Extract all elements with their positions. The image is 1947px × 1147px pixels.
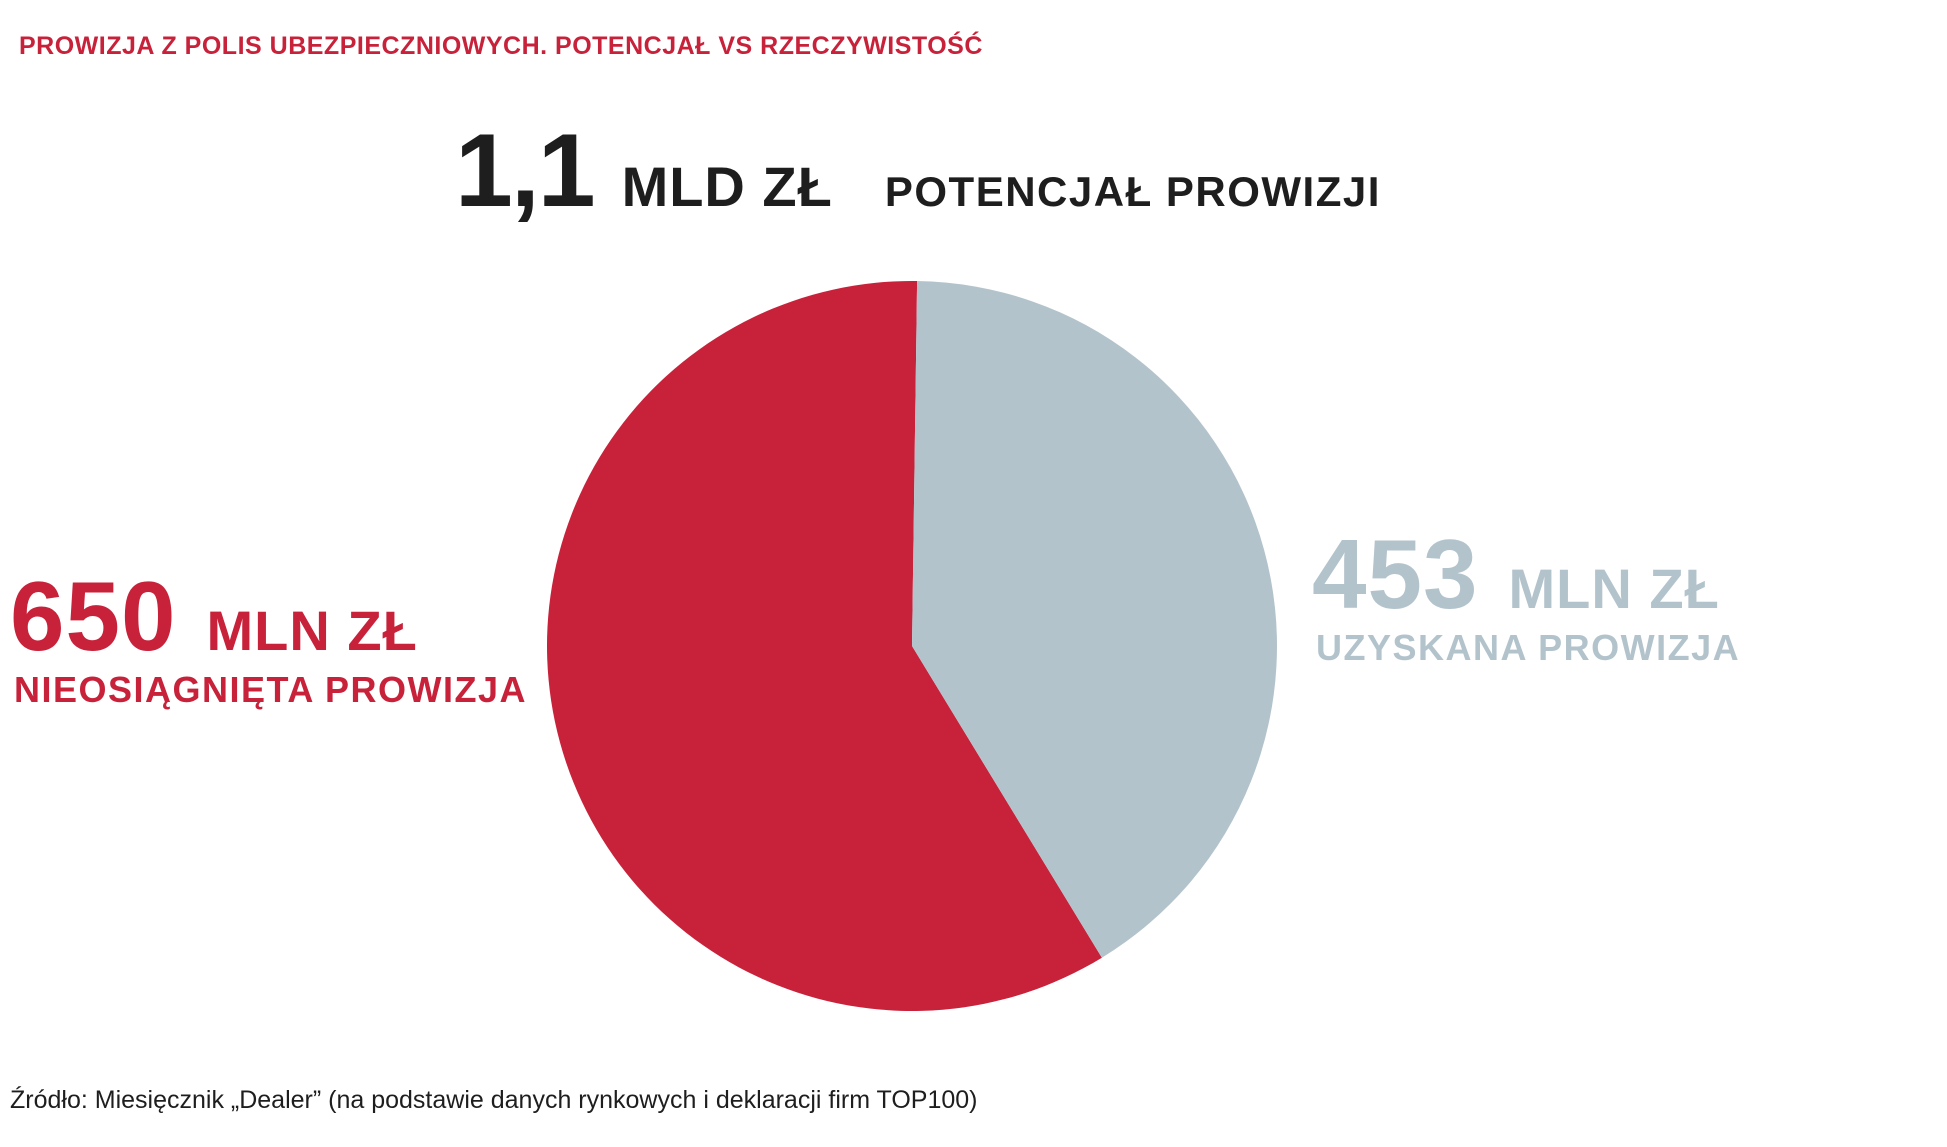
- slice-unit-unachieved: MLN ZŁ: [206, 599, 418, 662]
- total-potential: 1,1 MLD ZŁ POTENCJAŁ PROWIZJI: [455, 112, 1381, 231]
- pie-slice-achieved: [912, 281, 1277, 958]
- slice-value-unachieved: 650: [10, 561, 177, 671]
- pie-slice-unachieved: [546, 281, 1102, 1012]
- total-unit: MLD ZŁ: [621, 155, 833, 218]
- slice-name-achieved: UZYSKANA PROWIZJA: [1316, 627, 1741, 668]
- total-label: POTENCJAŁ PROWIZJI: [884, 168, 1381, 215]
- slice-value-achieved: 453: [1312, 519, 1479, 629]
- slice-unit-achieved: MLN ZŁ: [1508, 557, 1720, 620]
- chart-title: PROWIZJA Z POLIS UBEZPIECZNIOWYCH. POTEN…: [19, 32, 983, 60]
- total-value: 1,1: [455, 113, 596, 229]
- source-note: Źródło: Miesięcznik „Dealer” (na podstaw…: [10, 1086, 978, 1114]
- slice-name-unachieved: NIEOSIĄGNIĘTA PROWIZJA: [14, 669, 528, 710]
- slice-label-unachieved: 650 MLN ZŁ NIEOSIĄGNIĘTA PROWIZJA: [10, 560, 527, 711]
- slice-label-achieved: 453 MLN ZŁ UZYSKANA PROWIZJA: [1312, 518, 1740, 669]
